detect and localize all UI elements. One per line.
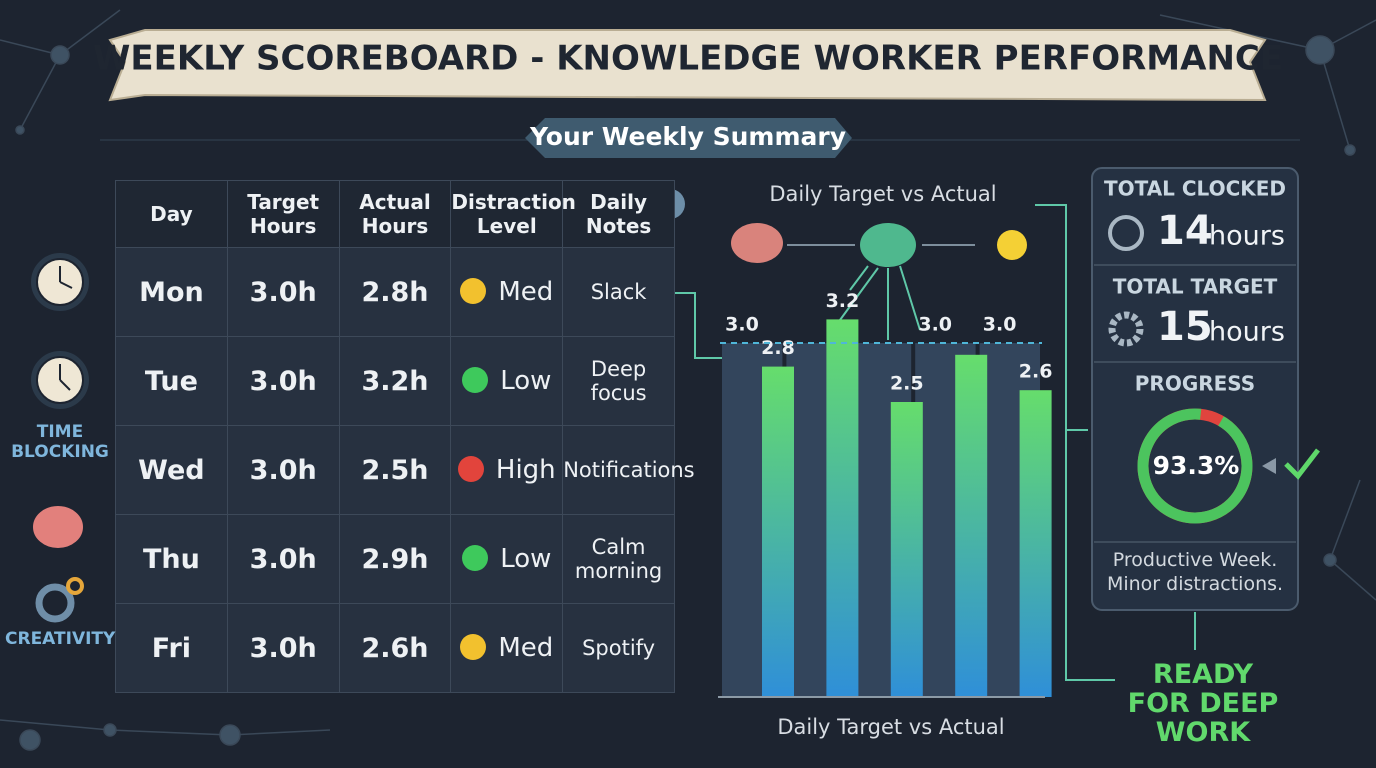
note-cell: Calm morning <box>562 514 675 604</box>
distraction-cell: Med <box>450 247 564 337</box>
stat-value: 15 <box>1157 304 1213 350</box>
actual-bar <box>955 354 988 697</box>
value-label: 3.0 <box>983 314 1017 336</box>
header-row: Day Target Hours Actual Hours Distraction L… <box>115 180 675 248</box>
stat-label: TOTAL CLOCKED <box>1104 177 1286 201</box>
hours-cell: 3.0h <box>226 425 340 515</box>
subtitle-pill <box>525 118 852 158</box>
distraction-dot <box>460 277 487 304</box>
value-label: 2.5 <box>890 373 924 395</box>
hours-cell: 3.0h <box>226 336 340 426</box>
distraction-level: Low <box>500 544 552 574</box>
stat-label: PROGRESS <box>1135 372 1255 396</box>
scoreboard-table: Day Target Hours Actual Hours Distraction L… <box>115 180 695 693</box>
distraction-dot <box>457 455 484 482</box>
table-row: Wed 3.0h 2.5h High Notifications <box>115 425 695 515</box>
value-label: 3.0 <box>725 314 759 336</box>
gear-icon <box>1108 311 1144 347</box>
distraction-level: High <box>495 455 556 485</box>
x-axis-label: Daily Target vs Actual <box>777 715 1004 739</box>
table-row: Tue 3.0h 3.2h Low Deep focus <box>115 336 675 426</box>
actual-bar <box>890 402 923 697</box>
hours-cell: 3.0h <box>226 603 340 693</box>
column-header: Target Hours <box>226 180 340 248</box>
footer-status: READY FOR DEEP WORK <box>1127 659 1279 748</box>
stat-value: 14 <box>1157 208 1213 254</box>
flow-arrows <box>656 204 1196 681</box>
value-label: 2.8 <box>761 337 795 359</box>
pointer <box>1262 458 1276 474</box>
table-body: Mon 3.0h 2.8h Med Slack Tue 3.0h 3.2h Low Deep fo… <box>115 247 695 693</box>
distraction-level: Low <box>500 366 552 396</box>
day-cell: Fri <box>115 603 228 693</box>
hours-cell: 3.0h <box>226 247 340 337</box>
value-label: 2.6 <box>1019 361 1053 383</box>
sidebar-label: TIME BLOCKING <box>11 422 109 462</box>
actual-bar <box>1019 390 1052 697</box>
table-row: Mon 3.0h 2.8h Med Slack <box>115 247 675 337</box>
distraction-cell: Low <box>450 514 564 604</box>
hours-cell: 2.8h <box>338 247 452 337</box>
actual-bar <box>826 319 859 697</box>
stat-label: TOTAL TARGET <box>1113 275 1278 299</box>
column-header: Actual Hours <box>338 180 452 248</box>
column-header: Distraction Level <box>450 180 576 248</box>
distraction-cell: Med <box>450 603 564 693</box>
hours-cell: 3.0h <box>226 514 340 604</box>
stats-panel <box>1091 167 1299 611</box>
stat-unit: hours <box>1209 221 1285 252</box>
day-cell: Mon <box>115 247 228 337</box>
network-decoration <box>0 9 1376 751</box>
sidebar-icons <box>29 251 91 623</box>
table-row: Thu 3.0h 2.9h Low Calm morning <box>115 514 675 604</box>
hours-cell: 2.6h <box>338 603 452 693</box>
clock-icon <box>1108 215 1144 251</box>
page-title: WEEKLY SCOREBOARD - KNOWLEDGE WORKER PER… <box>93 39 1283 79</box>
column-header: Daily Notes <box>562 180 675 248</box>
hours-cell: 2.9h <box>338 514 452 604</box>
day-cell: Wed <box>115 425 228 515</box>
value-label: 3.2 <box>826 290 860 312</box>
chart-icons <box>655 189 1027 340</box>
stat-unit: hours <box>1209 317 1285 348</box>
title-banner <box>108 29 1267 102</box>
note-cell: Slack <box>562 247 675 337</box>
hours-cell: 3.2h <box>338 336 452 426</box>
distraction-dot <box>460 633 487 660</box>
stats-note: Productive Week. Minor distractions. <box>1106 549 1284 595</box>
distraction-cell: High <box>450 425 564 515</box>
chart-title: Daily Target vs Actual <box>769 182 996 206</box>
check-icon <box>1284 448 1320 480</box>
value-label: 3.0 <box>918 314 952 336</box>
distraction-cell: Low <box>450 336 564 426</box>
progress-label: 93.3% <box>1153 451 1240 480</box>
distraction-level: Med <box>498 633 554 663</box>
day-cell: Tue <box>115 336 228 426</box>
note-cell: Notifications <box>562 425 695 515</box>
hours-cell: 2.5h <box>338 425 452 515</box>
column-header: Day <box>115 180 228 248</box>
subtitle: Your Weekly Summary <box>529 122 846 151</box>
note-cell: Spotify <box>562 603 675 693</box>
actual-bar <box>762 366 794 697</box>
distraction-dot <box>462 366 489 393</box>
distraction-level: Med <box>498 277 554 307</box>
note-cell: Deep focus <box>562 336 675 426</box>
distraction-dot <box>462 544 489 571</box>
day-cell: Thu <box>115 514 228 604</box>
progress-arc <box>1137 408 1253 524</box>
table-row: Fri 3.0h 2.6h Med Spotify <box>115 603 675 693</box>
sidebar-label: CREATIVITY <box>5 629 116 649</box>
